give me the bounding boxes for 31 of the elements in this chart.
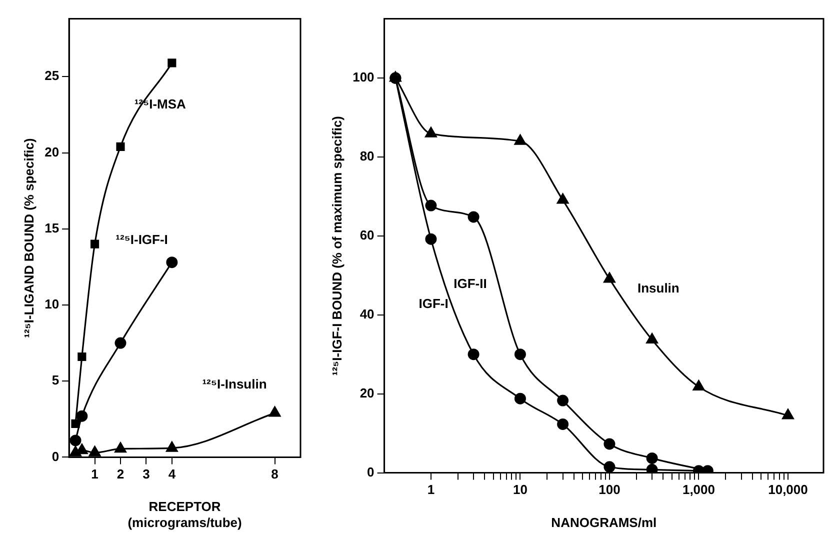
x-tick-label: 8 [271, 466, 278, 482]
y-tick-label: 40 [360, 306, 374, 322]
x-tick-label: 4 [168, 466, 176, 482]
y-tick-label: 60 [360, 228, 374, 243]
y-tick-label: 25 [44, 68, 60, 84]
x-tick-label: 100 [598, 482, 620, 498]
series-label: ¹²⁵I-Insulin [202, 376, 267, 392]
y-tick-label: 20 [44, 144, 60, 160]
x-tick-label: 10 [512, 482, 528, 498]
series-label: ¹²⁵I-IGF-I [116, 232, 168, 247]
y-tick-label: 80 [360, 148, 374, 164]
x-axis-title: RECEPTOR (micrograms/tube) [128, 499, 242, 530]
x-tick-label: 2 [116, 466, 124, 482]
y-tick-label: 0 [52, 448, 60, 464]
y-tick-label: 5 [52, 372, 60, 388]
y-tick-label: 0 [367, 464, 374, 480]
x-tick-label: 10,000 [768, 482, 808, 498]
series-label: Insulin [637, 280, 680, 296]
series-label: IGF-I [418, 296, 448, 311]
y-tick-label: 15 [44, 220, 60, 236]
y-tick-label: 20 [360, 385, 374, 400]
x-tick-label: 1,000 [682, 482, 715, 498]
y-tick-label: 100 [352, 70, 374, 85]
series-label: IGF-II [454, 276, 487, 291]
x-tick-label: 3 [142, 466, 150, 482]
y-axis-title: ¹²⁵I-LIGAND BOUND (% specific) [21, 138, 36, 338]
y-tick-label: 10 [44, 296, 60, 312]
x-axis-title: NANOGRAMS/ml [551, 514, 657, 530]
y-axis-title: ¹²⁵I-IGF-I BOUND (% of maximum specific) [329, 116, 344, 376]
x-tick-label: 1 [91, 466, 98, 482]
x-tick-label: 1 [427, 482, 435, 498]
